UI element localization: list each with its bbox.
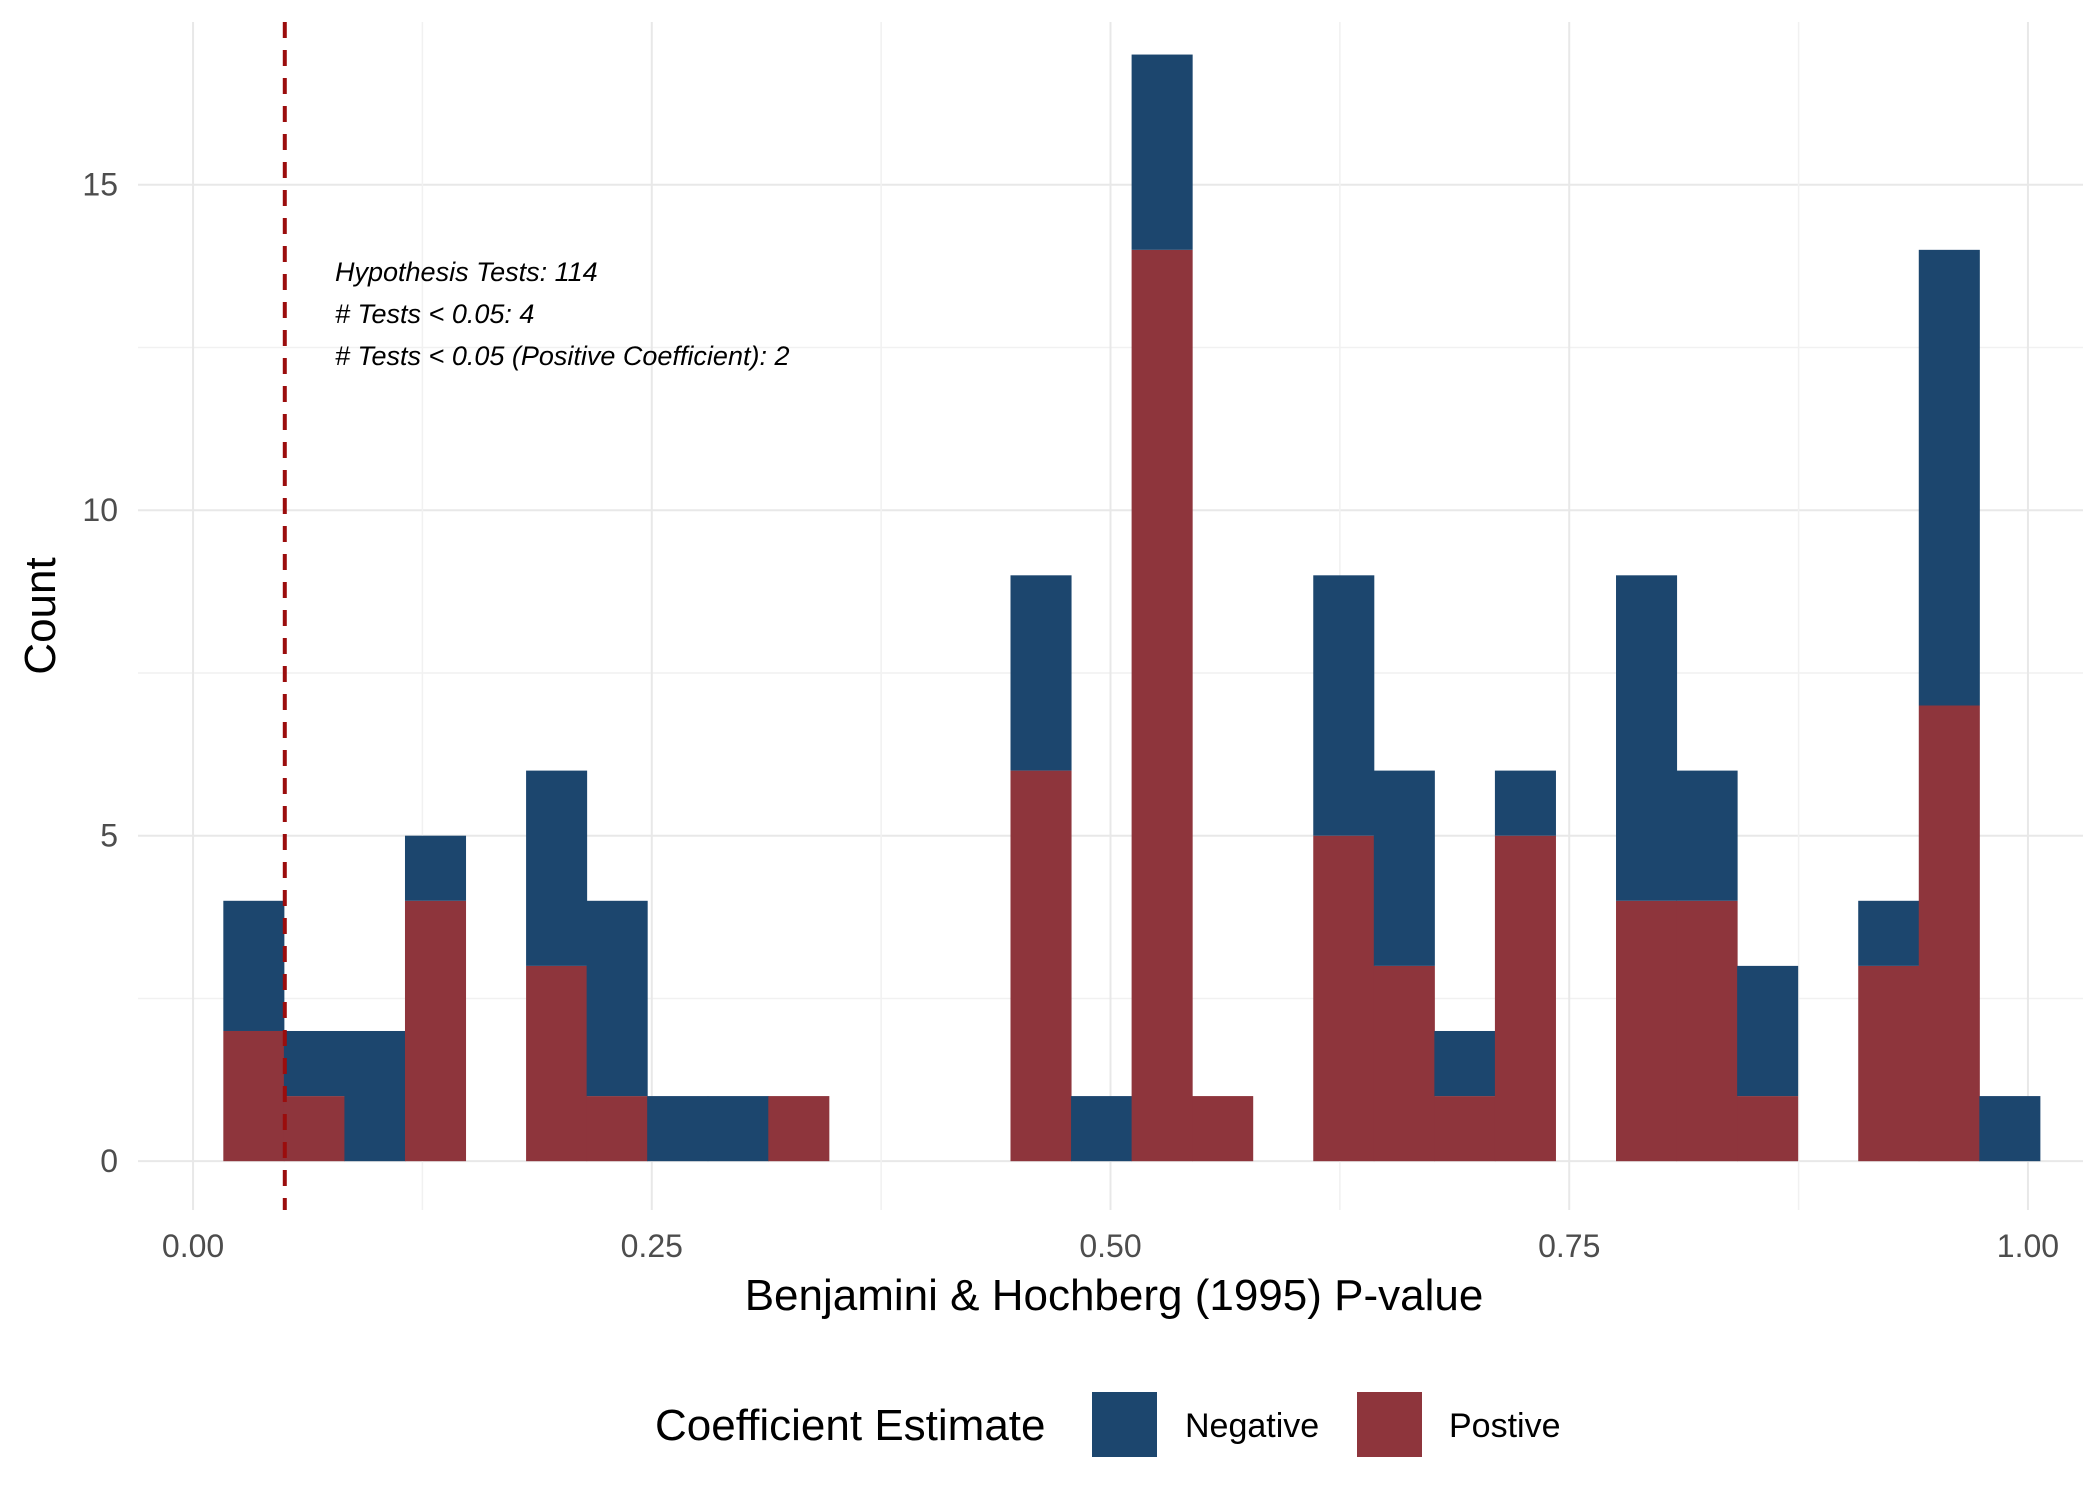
bar-negative [1676,770,1738,901]
bar-positive [1010,770,1072,1162]
legend-label-negative: Negative [1185,1407,1319,1445]
bar-positive [1494,835,1556,1162]
bar-negative [1858,900,1920,966]
annotation-positive-below-threshold: # Tests < 0.05 (Positive Coefficient): 2 [335,341,789,371]
y-tick-label: 5 [100,818,118,854]
bar-negative [1010,575,1072,771]
bar-negative [283,1030,345,1097]
bar-negative [647,1096,709,1162]
bar-negative [1979,1096,2041,1162]
histogram-bars [223,54,2041,1162]
bar-positive [1373,965,1435,1162]
bar-negative [1313,575,1375,836]
x-tick-label: 0.50 [1079,1228,1141,1264]
bar-positive [283,1096,345,1162]
bar-negative [1918,249,1980,706]
legend-label-positive: Postive [1449,1407,1561,1445]
y-tick-label: 0 [100,1143,118,1179]
bar-positive [526,965,588,1162]
bar-positive [586,1096,648,1162]
bar-positive [1858,965,1920,1162]
bar-positive [1192,1096,1254,1162]
bar-negative [1373,770,1435,966]
bar-negative [526,770,588,966]
x-tick-label: 0.25 [621,1228,683,1264]
bar-negative [404,835,467,901]
x-axis-ticks: 0.00 0.25 0.50 0.75 1.00 [162,1228,2059,1264]
annotation-total-tests: Hypothesis Tests: 114 [335,257,598,287]
bar-negative [223,900,285,1031]
bar-positive [1131,249,1193,1162]
x-tick-label: 1.00 [1997,1228,2059,1264]
bar-negative [1071,1096,1133,1162]
bar-positive [404,900,467,1162]
y-tick-label: 10 [82,492,118,528]
x-tick-label: 0.00 [162,1228,224,1264]
bar-positive [1676,900,1738,1162]
y-tick-label: 15 [82,167,118,203]
bar-positive [1737,1096,1799,1162]
bar-negative [707,1096,769,1162]
bar-negative [344,1030,406,1162]
bar-positive [1918,705,1980,1162]
bar-positive [223,1030,285,1162]
bar-positive [1434,1096,1496,1162]
bar-positive [1616,900,1678,1162]
y-axis-title: Count [16,557,65,674]
legend-swatch-negative [1092,1392,1157,1457]
bar-negative [1737,965,1799,1097]
bar-negative [1131,54,1193,250]
bar-negative [1494,770,1556,836]
y-axis-ticks: 0 5 10 15 [82,167,118,1179]
legend-swatch-positive [1357,1392,1422,1457]
annotation-block: Hypothesis Tests: 114 # Tests < 0.05: 4 … [335,257,789,371]
bar-negative [586,900,648,1097]
x-tick-label: 0.75 [1538,1228,1600,1264]
bar-positive [768,1096,830,1162]
bar-negative [1434,1030,1496,1097]
annotation-tests-below-threshold: # Tests < 0.05: 4 [335,299,534,329]
bar-negative [1616,575,1678,901]
legend-title: Coefficient Estimate [655,1401,1045,1450]
bar-positive [1313,835,1375,1162]
x-axis-title: Benjamini & Hochberg (1995) P-value [745,1271,1484,1320]
legend: Coefficient Estimate Negative Postive [655,1392,1561,1457]
